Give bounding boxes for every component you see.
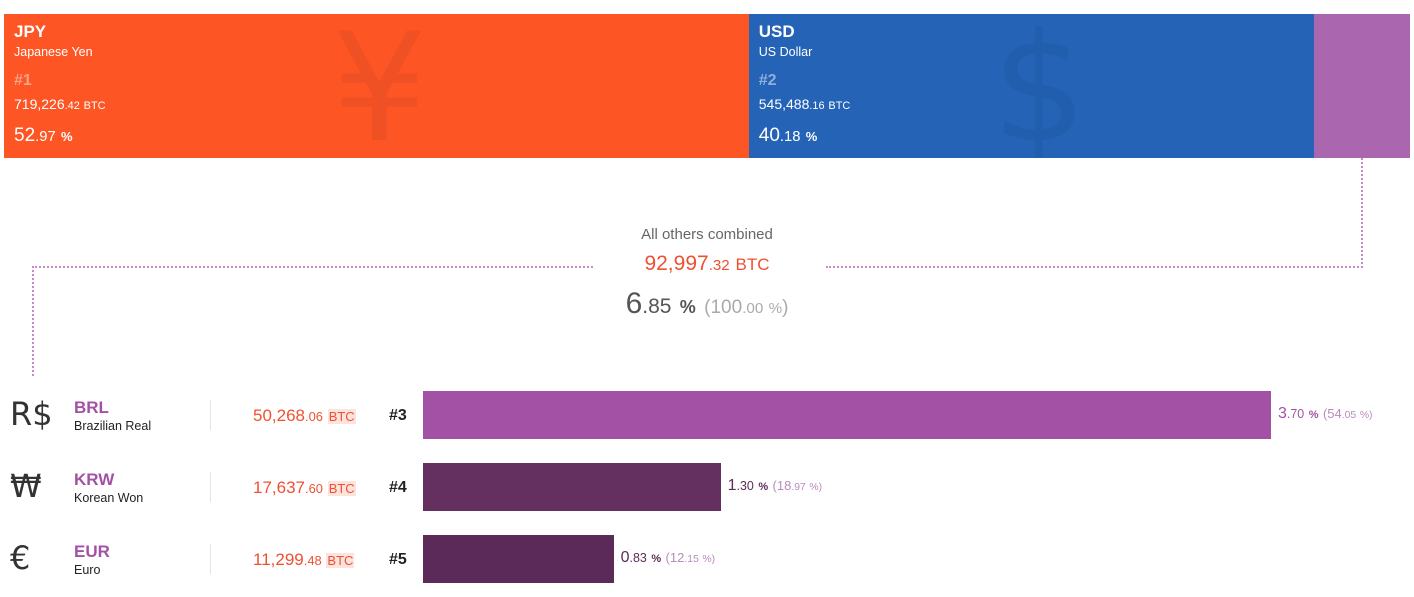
connector-line-left-vertical	[32, 266, 34, 376]
currency-code: EUR	[74, 542, 110, 561]
share-bar[interactable]	[423, 391, 1271, 439]
others-label: All others combined	[641, 226, 773, 243]
segment-jpy[interactable]: ¥ JPY Japanese Yen #1 719,226.42 BTC 52.…	[4, 14, 749, 158]
connector-line-right-vertical	[1361, 158, 1363, 268]
divider	[210, 472, 211, 502]
percent-share: 3.70 % (54.05 %)	[1278, 405, 1373, 422]
currency-row-krw[interactable]: ₩ KRW Korean Won 17,637.60 BTC #4 1.30 %…	[0, 463, 1414, 511]
currency-code: USD	[758, 22, 795, 41]
dollar-symbol-icon: $	[991, 14, 1088, 158]
currency-name: US Dollar	[758, 45, 813, 59]
rank-label: #5	[389, 551, 407, 568]
currency-name: Brazilian Real	[74, 419, 152, 433]
btc-volume: 545,488.16 BTC	[758, 96, 851, 112]
percent-share: 52.97 %	[14, 125, 73, 146]
currency-row-eur[interactable]: € EUR Euro 11,299.48 BTC #5 0.83 % (12.1…	[0, 535, 1414, 583]
currency-name: Korean Won	[74, 491, 144, 505]
others-percent: 6.85 % (100.00 %)	[625, 287, 789, 320]
rank-label: #4	[389, 479, 407, 496]
btc-volume: 17,637.60 BTC	[253, 478, 356, 497]
currency-code: BRL	[74, 398, 109, 417]
currency-name: Euro	[74, 563, 101, 577]
others-btc-volume: 92,997.32 BTC	[644, 252, 770, 275]
currency-code: JPY	[14, 22, 47, 41]
rank-label: #1	[14, 72, 32, 89]
currency-name: Japanese Yen	[14, 45, 93, 59]
percent-share: 40.18 %	[758, 125, 818, 146]
percent-share: 1.30 % (18.97 %)	[727, 477, 823, 494]
divider	[210, 544, 211, 574]
real-symbol-icon: R$	[10, 395, 53, 433]
divider	[210, 400, 211, 430]
rank-label: #3	[389, 407, 407, 424]
share-bar[interactable]	[423, 535, 614, 583]
euro-symbol-icon: €	[10, 539, 31, 577]
rank-label: #2	[758, 72, 777, 89]
yen-symbol-icon: ¥	[331, 14, 428, 158]
btc-volume: 11,299.48 BTC	[253, 550, 355, 569]
currency-code: KRW	[74, 470, 115, 489]
share-bar[interactable]	[423, 463, 721, 511]
currency-row-brl[interactable]: R$ BRL Brazilian Real 50,268.06 BTC #3 3…	[0, 391, 1414, 439]
segment-usd[interactable]: $ USD US Dollar #2 545,488.16 BTC 40.18 …	[748, 14, 1314, 158]
won-symbol-icon: ₩	[10, 467, 42, 505]
connector-line-right-horizontal	[826, 266, 1363, 268]
share-stacked-bar: ¥ JPY Japanese Yen #1 719,226.42 BTC 52.…	[4, 14, 1410, 158]
connector-line-left-horizontal	[32, 266, 593, 268]
segment-others[interactable]	[1313, 14, 1410, 158]
percent-share: 0.83 % (12.15 %)	[620, 549, 716, 566]
btc-volume: 719,226.42 BTC	[14, 96, 106, 112]
btc-volume: 50,268.06 BTC	[253, 406, 356, 425]
